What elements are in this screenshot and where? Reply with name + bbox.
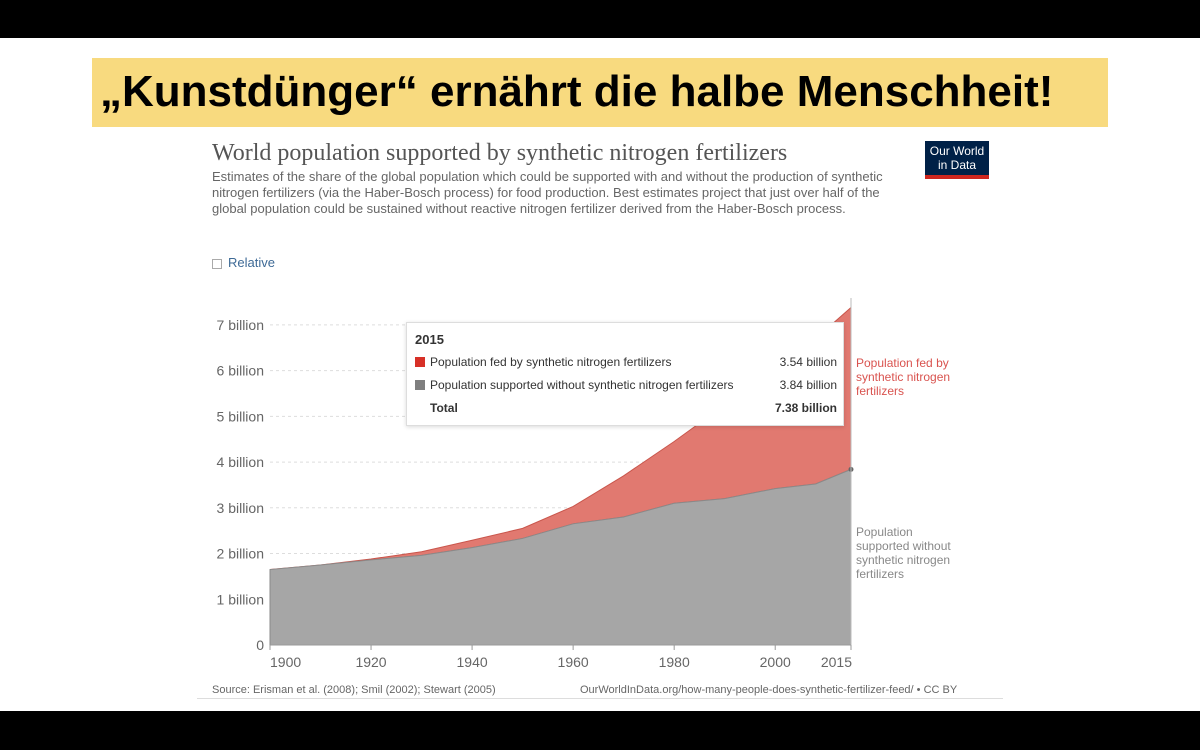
fertilizer-swatch	[415, 357, 425, 367]
source-note: Source: Erisman et al. (2008); Smil (200…	[212, 684, 496, 696]
y-tick-label: 3 billion	[217, 500, 264, 516]
tooltip-total-label: Total	[430, 401, 458, 415]
chart-title: World population supported by synthetic …	[212, 140, 788, 166]
x-tick-label: 2000	[760, 654, 791, 670]
logo-line-1: Our World	[929, 144, 985, 158]
tooltip-year: 2015	[415, 332, 444, 347]
chart-subtitle: Estimates of the share of the global pop…	[212, 169, 883, 216]
series-label-fertilizer: Population fed by synthetic nitrogen ferti…	[856, 356, 950, 398]
x-tick-label: 1960	[558, 654, 589, 670]
x-tick-label: 1900	[270, 654, 301, 670]
tooltip-row-total: Total 7.38 billion	[415, 400, 837, 416]
series-area-without	[269, 468, 852, 646]
y-tick-label: 0	[256, 637, 264, 653]
x-tick-label: 1940	[457, 654, 488, 670]
tooltip-total-value: 7.38 billion	[774, 401, 837, 415]
y-tick-label: 1 billion	[217, 591, 264, 607]
source-url[interactable]: OurWorldInData.org/how-many-people-does-…	[580, 684, 958, 696]
headline-banner: „Kunstdünger“ ernährt die halbe Menschhe…	[92, 58, 1108, 127]
without-swatch	[415, 380, 425, 390]
relative-checkbox[interactable]	[212, 258, 222, 269]
tooltip-row-value: 3.54 billion	[779, 355, 837, 369]
slide: „Kunstdünger“ ernährt die halbe Menschhe…	[0, 38, 1200, 711]
tooltip-row-without: Population supported without synthetic n…	[415, 377, 837, 393]
y-tick-label: 4 billion	[217, 454, 264, 470]
headline-text: „Kunstdünger“ ernährt die halbe Menschhe…	[100, 67, 1054, 116]
chart-tooltip: 2015 Population fed by synthetic nitroge…	[406, 322, 844, 426]
x-tick-label: 1980	[659, 654, 690, 670]
x-tick-label: 2015	[821, 654, 852, 670]
tooltip-row-name: Population fed by synthetic nitrogen fer…	[430, 355, 672, 369]
footer-divider	[197, 698, 1003, 699]
total-spacer	[415, 403, 425, 413]
series-label-without: Population supported without synthetic nit…	[856, 525, 951, 581]
tooltip-row-fertilizer: Population fed by synthetic nitrogen fer…	[415, 354, 837, 370]
logo-line-2: in Data	[937, 158, 977, 172]
relative-toggle[interactable]: Relative	[212, 253, 275, 271]
y-tick-label: 7 billion	[217, 317, 264, 333]
our-world-in-data-logo[interactable]: Our World in Data	[925, 141, 989, 179]
y-tick-label: 5 billion	[217, 408, 264, 424]
tooltip-row-name: Population supported without synthetic n…	[430, 378, 734, 392]
y-tick-label: 2 billion	[217, 546, 264, 562]
relative-label: Relative	[228, 254, 275, 270]
x-tick-label: 1920	[355, 654, 386, 670]
y-tick-label: 6 billion	[217, 363, 264, 379]
tooltip-row-value: 3.84 billion	[779, 378, 837, 392]
